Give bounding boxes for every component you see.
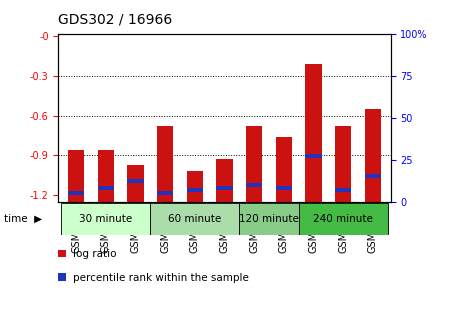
Bar [187,188,203,192]
Bar [128,165,144,202]
Bar [187,171,203,202]
Bar [62,203,150,235]
Bar [276,186,292,190]
Text: 30 minute: 30 minute [79,214,132,224]
Text: log ratio: log ratio [73,249,117,259]
Bar [335,126,351,202]
Bar [216,186,233,190]
Text: time  ▶: time ▶ [4,214,43,224]
Bar [276,137,292,202]
Bar [157,191,173,195]
Text: percentile rank within the sample: percentile rank within the sample [73,273,249,283]
Bar [68,191,84,195]
Bar [98,150,114,202]
Bar [128,179,144,183]
Text: 120 minute: 120 minute [239,214,299,224]
Bar [98,186,114,190]
Bar [335,188,351,192]
Bar [365,109,381,202]
Bar [305,64,321,202]
Bar [246,126,262,202]
Bar [68,150,84,202]
Bar [239,203,299,235]
Bar [305,154,321,158]
Text: 60 minute: 60 minute [168,214,221,224]
Bar [299,203,387,235]
Bar [216,159,233,202]
Bar [365,174,381,178]
Bar [246,183,262,187]
Bar [150,203,239,235]
Bar [157,126,173,202]
Text: 240 minute: 240 minute [313,214,373,224]
Text: GDS302 / 16966: GDS302 / 16966 [58,13,172,27]
